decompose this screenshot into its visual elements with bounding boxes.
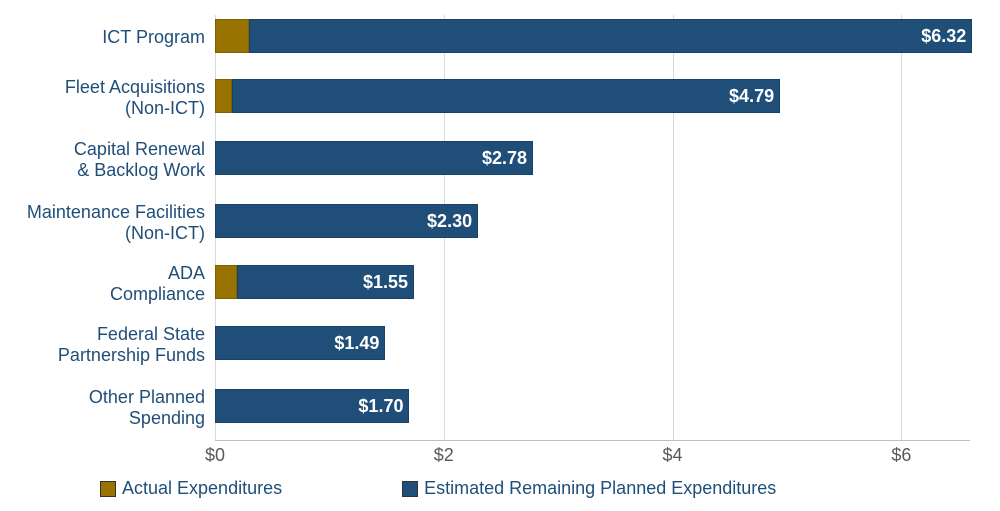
x-tick-label: $0 [205,445,225,466]
bar-row: $2.30 [215,204,970,238]
bar-value-label: $1.70 [358,389,403,423]
legend-label-actual: Actual Expenditures [122,478,282,499]
bar-row: $2.78 [215,141,970,175]
legend-swatch-actual [100,481,116,497]
bar-row: $0.19$1.55 [215,265,970,299]
bar-value-label: $2.78 [482,141,527,175]
category-label: ADACompliance [0,263,205,304]
x-tick-label: $4 [663,445,683,466]
bar-value-label: $4.79 [729,79,774,113]
bar-value-label: $1.49 [334,326,379,360]
legend: Actual Expenditures Estimated Remaining … [100,478,970,499]
bar-row: $1.70 [215,389,970,423]
category-label: Other PlannedSpending [0,387,205,428]
category-label: Fleet Acquisitions(Non-ICT) [0,77,205,118]
bar-value-label: $6.32 [921,19,966,53]
legend-item-remaining: Estimated Remaining Planned Expenditures [402,478,776,499]
category-label: Federal StatePartnership Funds [0,324,205,365]
bar-row: $0.15$4.79 [215,79,970,113]
bar-row: $0.30$6.32 [215,19,970,53]
plot-area: $0.30$6.32 $0.15$4.79 $2.78 $2.30 $0.19$1.55… [215,15,970,441]
bar-remaining [232,79,780,113]
category-label: Maintenance Facilities(Non-ICT) [0,202,205,243]
expenditures-chart: $0.30$6.32 $0.15$4.79 $2.78 $2.30 $0.19$1.55… [0,0,1000,511]
x-tick-label: $2 [434,445,454,466]
legend-swatch-remaining [402,481,418,497]
bar-actual [215,79,232,113]
legend-item-actual: Actual Expenditures [100,478,282,499]
bar-row: $1.49 [215,326,970,360]
bar-value-label: $1.55 [363,265,408,299]
bar-actual [215,265,237,299]
legend-label-remaining: Estimated Remaining Planned Expenditures [424,478,776,499]
x-tick-label: $6 [891,445,911,466]
bar-actual [215,19,249,53]
category-label: Capital Renewal& Backlog Work [0,139,205,180]
bar-value-label: $2.30 [427,204,472,238]
bar-remaining [249,19,972,53]
category-label: ICT Program [0,27,205,48]
